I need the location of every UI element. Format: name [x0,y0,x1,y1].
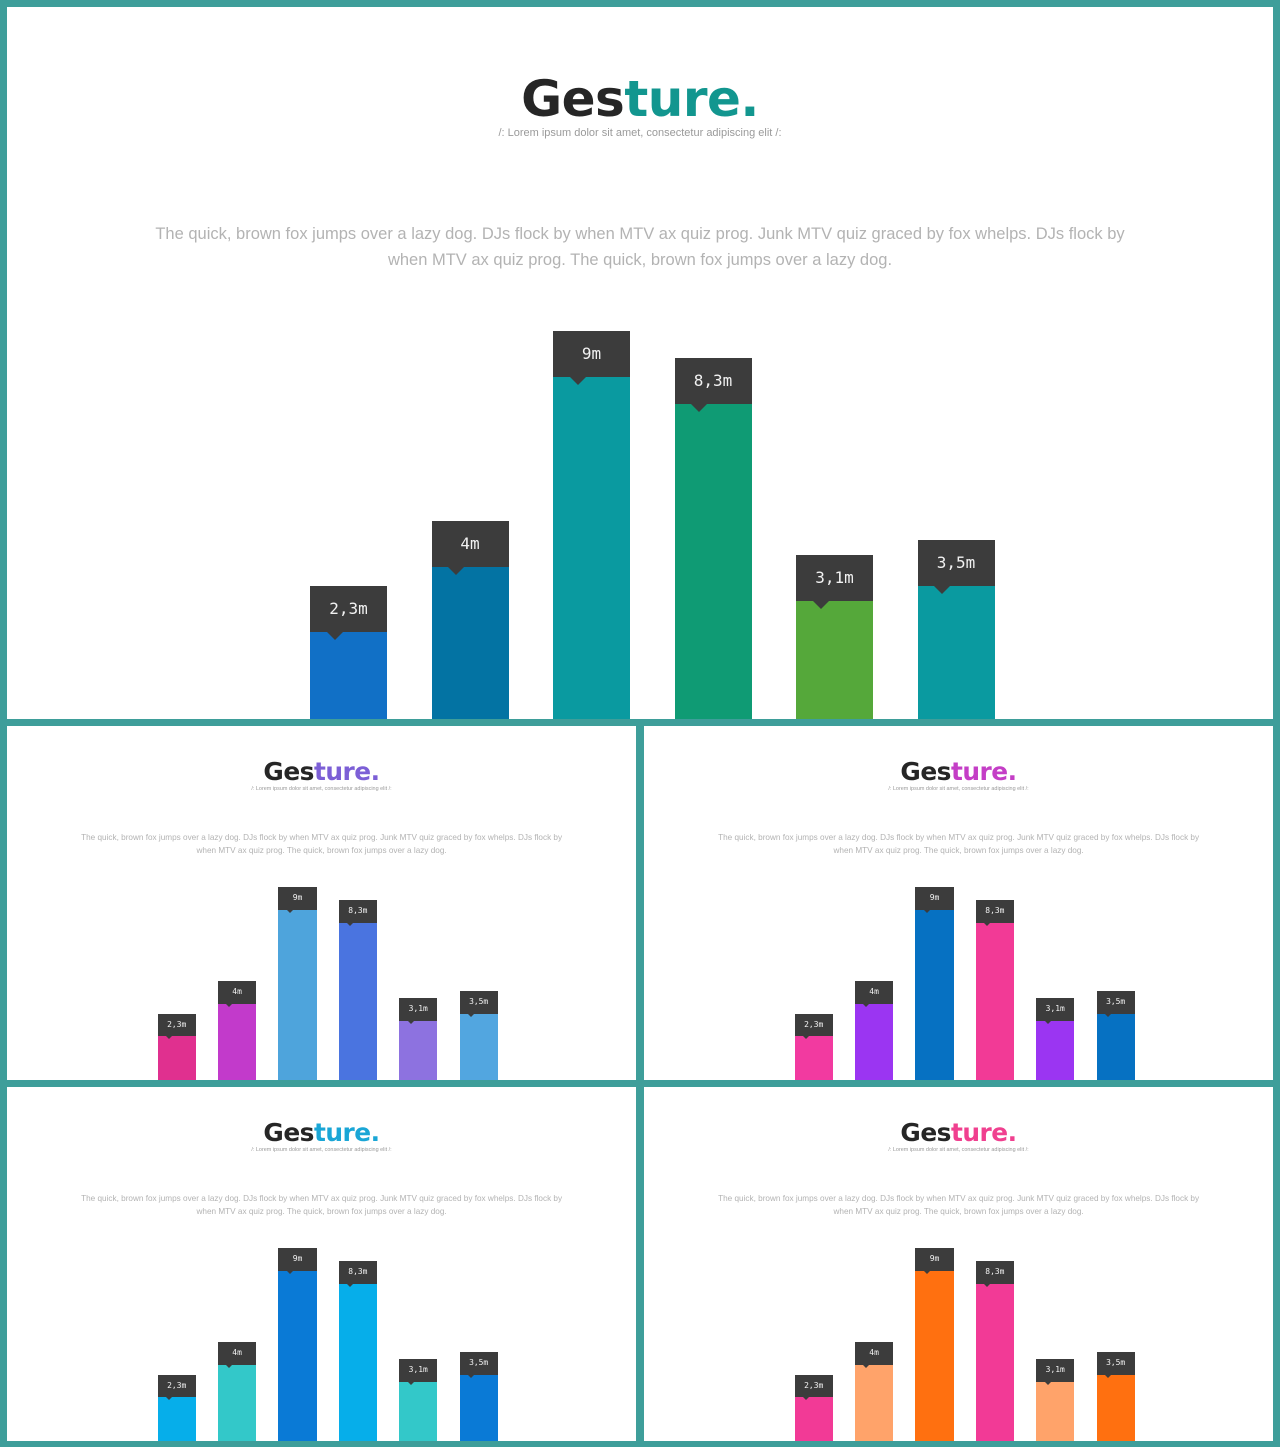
bar-value-label: 4m [854,1342,894,1369]
slide-title: Gesture. [644,757,1273,787]
bar-chart: 2,3m 4m 9m 8,3m 3,1m 3,5m [157,1087,498,1441]
bar-3 [915,1270,954,1441]
slide-subtitle: /: Lorem ipsum dolor sit amet, consectet… [251,1146,392,1153]
bar-2 [431,567,509,719]
bar-6 [1096,1374,1135,1441]
bar-value-label: 8,3m [975,1261,1014,1287]
bar-2 [217,1365,257,1441]
bar-value-label: 4m [217,981,257,1008]
bar-2 [854,1365,894,1441]
bar-5 [1036,1382,1075,1441]
bar-1 [310,631,387,719]
slide-body-text: The quick, brown fox jumps over a lazy d… [81,1194,563,1217]
title-accent-part: ture. [950,1117,1017,1147]
bar-chart: 2,3m 4m 9m 8,3m 3,1m 3,5m [794,726,1135,1080]
title-accent-part: ture. [624,70,759,128]
bar-4 [975,923,1014,1080]
bar-value-label: 3,5m [1096,990,1135,1017]
bar-value-label: 3,5m [459,990,498,1017]
bar-value-label: 2,3m [310,585,387,640]
bar-3 [278,909,317,1080]
slide-title: Gesture. [7,69,1273,129]
bar-5 [796,601,873,719]
bar-4 [975,1284,1014,1441]
title-dark-part: Ges [263,1117,314,1147]
title-accent-part: ture. [313,756,380,786]
slide-subtitle: /: Lorem ipsum dolor sit amet, consectet… [888,1146,1029,1153]
bar-4 [674,403,752,719]
bar-6 [1096,1013,1135,1080]
bar-value-label: 3,5m [1096,1351,1135,1378]
bar-2 [854,1004,894,1080]
slide-body-text: The quick, brown fox jumps over a lazy d… [155,225,1125,269]
title-accent-part: ture. [313,1117,380,1147]
bar-value-label: 2,3m [794,1374,833,1401]
slide-3: Gesture./: Lorem ipsum dolor sit amet, c… [644,726,1273,1080]
title-dark-part: Ges [900,1117,951,1147]
bar-5 [399,1021,438,1080]
bar-value-label: 3,5m [917,540,995,594]
title-dark-part: Ges [900,756,951,786]
bar-chart: 2,3m 4m 9m 8,3m 3,1m 3,5m [157,726,498,1080]
bar-value-label: 3,1m [399,1359,438,1386]
bar-6 [917,586,995,719]
bar-value-label: 9m [915,1248,954,1274]
slide-title: Gesture. [644,1118,1273,1148]
bar-value-label: 8,3m [338,1261,377,1287]
bar-value-label: 2,3m [157,1374,196,1401]
bar-6 [459,1013,498,1080]
bar-3 [915,909,954,1080]
bar-3 [553,377,630,719]
bar-value-label: 8,3m [674,357,752,412]
bar-value-label: 4m [217,1342,257,1369]
bar-value-label: 3,1m [399,998,438,1025]
bar-chart: 2,3m 4m 9m 8,3m 3,1m 3,5m [794,1087,1135,1441]
slide-1: Gesture./: Lorem ipsum dolor sit amet, c… [7,7,1273,719]
bar-value-label: 9m [278,887,317,913]
bar-chart: 2,3m 4m 9m 8,3m 3,1m 3,5m [310,7,995,719]
title-dark-part: Ges [263,756,314,786]
bar-6 [459,1374,498,1441]
title-accent-part: ture. [950,756,1017,786]
bar-value-label: 9m [915,887,954,913]
bar-value-label: 8,3m [975,900,1014,926]
slide-5: Gesture./: Lorem ipsum dolor sit amet, c… [644,1087,1273,1441]
bar-4 [338,923,377,1080]
bar-value-label: 3,1m [1036,1359,1075,1386]
slide-body-text: The quick, brown fox jumps over a lazy d… [81,833,563,856]
bar-1 [157,1397,196,1441]
bar-1 [157,1036,196,1080]
bar-value-label: 2,3m [157,1013,196,1040]
slide-subtitle: /: Lorem ipsum dolor sit amet, consectet… [498,127,782,139]
bar-value-label: 4m [854,981,894,1008]
slide-2: Gesture./: Lorem ipsum dolor sit amet, c… [7,726,636,1080]
bar-value-label: 8,3m [338,900,377,926]
slide-title: Gesture. [7,757,636,787]
bar-value-label: 2,3m [794,1013,833,1040]
slide-body-text: The quick, brown fox jumps over a lazy d… [718,833,1200,856]
slide-subtitle: /: Lorem ipsum dolor sit amet, consectet… [251,785,392,792]
bar-4 [338,1284,377,1441]
bar-5 [1036,1021,1075,1080]
bar-1 [794,1036,833,1080]
bar-1 [794,1397,833,1441]
bar-value-label: 3,5m [459,1351,498,1378]
bar-value-label: 9m [553,331,630,385]
bar-5 [399,1382,438,1441]
bar-value-label: 3,1m [796,555,873,610]
slide-4: Gesture./: Lorem ipsum dolor sit amet, c… [7,1087,636,1441]
slide-title: Gesture. [7,1118,636,1148]
slide-body-text: The quick, brown fox jumps over a lazy d… [718,1194,1200,1217]
bar-value-label: 3,1m [1036,998,1075,1025]
bar-3 [278,1270,317,1441]
slide-subtitle: /: Lorem ipsum dolor sit amet, consectet… [888,785,1029,792]
bar-value-label: 4m [431,521,509,575]
title-dark-part: Ges [521,70,625,128]
bar-2 [217,1004,257,1080]
bar-value-label: 9m [278,1248,317,1274]
